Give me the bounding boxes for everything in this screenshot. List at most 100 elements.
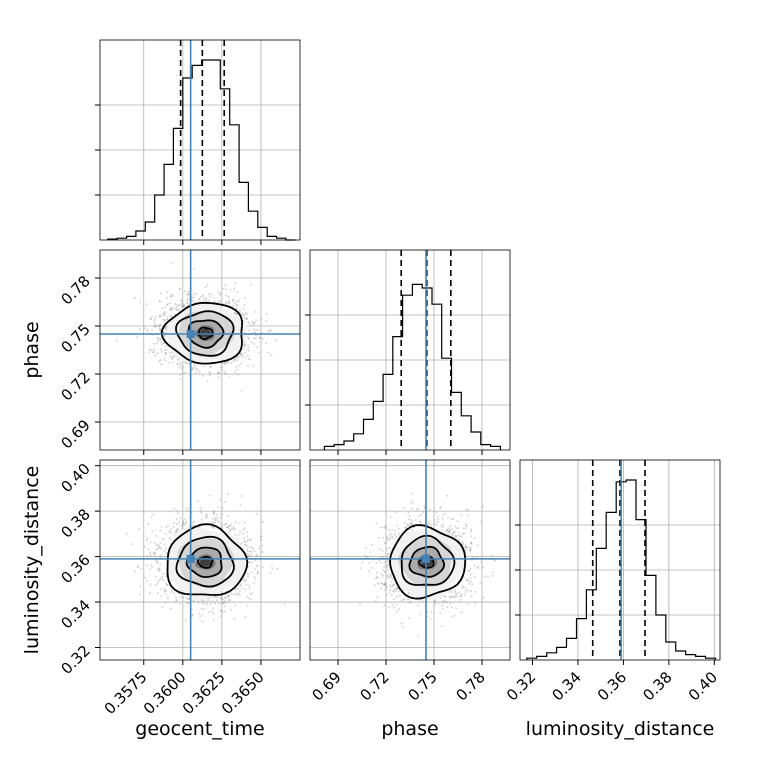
sample-point [165, 345, 168, 348]
sample-point [224, 601, 227, 604]
sample-point [244, 580, 246, 583]
sample-point [242, 307, 245, 310]
sample-point [224, 523, 227, 525]
sample-point [448, 530, 451, 533]
sample-point [458, 591, 461, 594]
sample-point [391, 535, 394, 538]
sample-point [233, 528, 236, 531]
sample-point [382, 568, 385, 571]
sample-point [265, 313, 268, 316]
sample-point [157, 580, 160, 583]
sample-point [212, 618, 215, 621]
sample-point [224, 596, 227, 599]
sample-point [245, 313, 248, 316]
scatter-panel-phase__luminosity_distance [309, 459, 511, 661]
sample-point [439, 612, 442, 615]
sample-point [201, 294, 204, 297]
sample-point [243, 343, 246, 346]
sample-point [474, 602, 477, 605]
sample-point [427, 521, 430, 524]
sample-point [407, 511, 410, 514]
sample-point [201, 613, 204, 616]
sample-point [165, 593, 168, 596]
sample-point [459, 595, 462, 598]
sample-point [436, 520, 439, 523]
sample-point [235, 365, 238, 368]
panel-frame [309, 459, 511, 661]
sample-point [186, 302, 189, 305]
sample-point [169, 314, 172, 317]
sample-point [161, 537, 164, 540]
sample-point [385, 527, 388, 530]
sample-point [165, 326, 168, 329]
sample-point [154, 323, 157, 325]
sample-point [149, 568, 152, 571]
sample-point [170, 308, 173, 311]
sample-point [219, 299, 221, 302]
sample-point [247, 573, 250, 576]
sample-point [395, 511, 398, 514]
sample-point [173, 592, 176, 595]
sample-point [176, 308, 179, 311]
sample-point [465, 578, 468, 581]
sample-point [220, 513, 223, 516]
sample-point [234, 604, 237, 606]
sample-point [453, 589, 456, 592]
sample-point [233, 312, 236, 314]
sample-point [382, 536, 385, 539]
sample-point [447, 527, 450, 530]
sample-point [369, 551, 372, 554]
sample-point [230, 593, 233, 596]
sample-point [153, 325, 156, 328]
sample-point [444, 512, 447, 515]
sample-point [162, 572, 165, 575]
sample-point [211, 521, 214, 524]
sample-point [200, 607, 203, 610]
sample-point [410, 523, 413, 526]
sample-point [251, 320, 254, 323]
sample-point [370, 543, 373, 546]
sample-point [181, 302, 183, 305]
sample-point [465, 508, 468, 511]
sample-point [170, 315, 173, 318]
sample-point [154, 584, 157, 587]
sample-point [423, 505, 426, 508]
sample-point [182, 521, 185, 524]
sample-point [168, 302, 171, 305]
sample-point [359, 567, 362, 570]
sample-point [227, 360, 230, 363]
sample-point [151, 329, 153, 332]
sample-point [487, 575, 490, 578]
sample-point [252, 547, 255, 550]
sample-point [196, 369, 199, 372]
sample-point [430, 611, 433, 614]
sample-point [157, 544, 160, 547]
sample-point [245, 318, 248, 320]
sample-point [246, 348, 249, 351]
sample-point [408, 515, 411, 518]
sample-point [168, 530, 170, 533]
xlabel-luminosity_distance: luminosity_distance [526, 718, 715, 740]
sample-point [207, 293, 210, 295]
sample-point [419, 521, 422, 524]
sample-point [198, 370, 201, 373]
sample-point [252, 323, 255, 326]
sample-point [378, 583, 381, 585]
sample-point [260, 539, 262, 542]
contour-line-1 [408, 545, 446, 578]
sample-point [186, 293, 189, 296]
sample-point [386, 538, 388, 541]
sample-point [219, 498, 222, 501]
sample-point [484, 575, 487, 578]
sample-point [231, 527, 234, 530]
sample-point [244, 311, 247, 314]
sample-point [378, 559, 381, 562]
sample-point [250, 553, 253, 556]
sample-point [386, 574, 389, 577]
sample-point [164, 306, 167, 308]
sample-point [270, 354, 273, 357]
sample-point [156, 592, 159, 595]
sample-point [417, 514, 420, 517]
panel-content [310, 460, 510, 660]
sample-point [396, 588, 399, 590]
